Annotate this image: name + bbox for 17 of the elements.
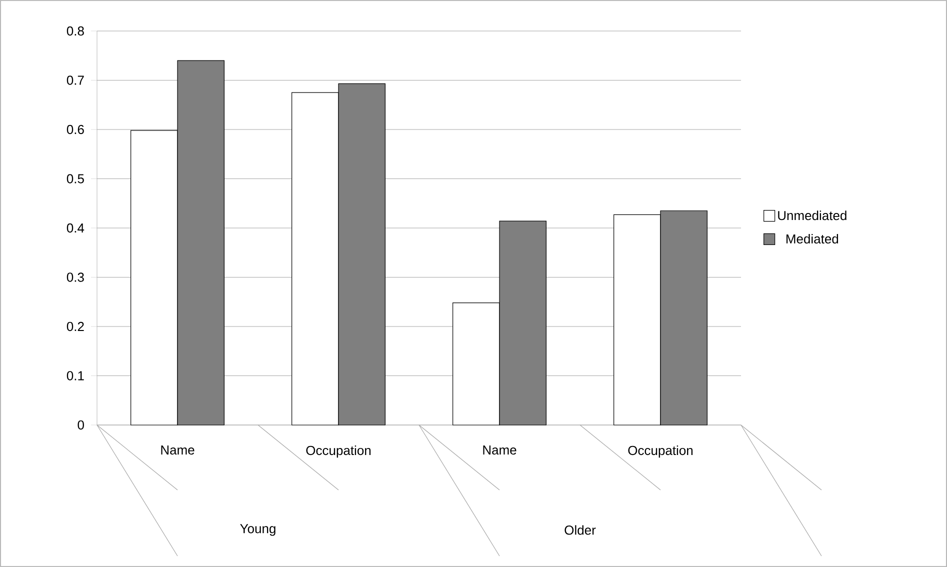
y-tick-label: 0.1 [66, 371, 84, 380]
y-tick-label: 0.5 [66, 174, 84, 184]
x-tick-label: Name [483, 446, 516, 455]
y-tick-label: 0.8 [66, 26, 84, 36]
y-tick-label: 0.3 [66, 272, 84, 282]
y-tick-label: 0.4 [66, 223, 84, 233]
y-tick-label: 0.6 [66, 124, 84, 134]
y-tick-label: 0.2 [66, 322, 84, 332]
text: Young [240, 524, 276, 536]
x-tick-label: Occupation [628, 446, 693, 458]
legend-label: Unmediated [778, 210, 846, 220]
y-tick-label: 0.7 [66, 76, 84, 85]
legend-label: Mediated [786, 234, 838, 244]
text: Older [564, 525, 596, 535]
y-tick-label: 0 [78, 420, 84, 430]
x-tick-label: Name [161, 446, 194, 455]
x-tick-label: Occupation [306, 446, 371, 458]
